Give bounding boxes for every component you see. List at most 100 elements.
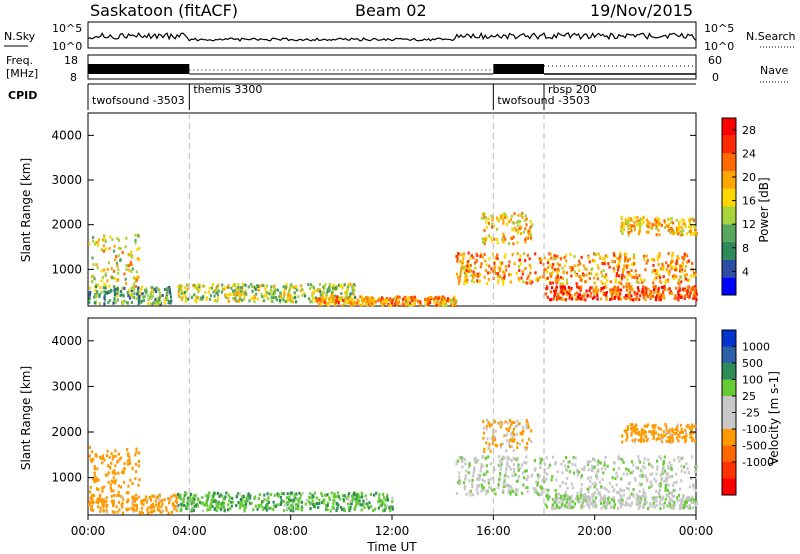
echo-cell: [198, 288, 201, 292]
echo-cell: [681, 431, 685, 434]
echo-cell: [665, 428, 668, 432]
echo-cell: [683, 255, 686, 259]
echo-cell: [313, 503, 316, 506]
echo-cell: [562, 270, 566, 274]
echo-cell: [211, 496, 214, 500]
echo-cell: [534, 252, 537, 256]
echo-cell: [135, 297, 138, 301]
echo-cell: [670, 217, 673, 220]
echo-cell: [658, 233, 661, 237]
echo-cell: [249, 494, 252, 498]
echo-cell: [621, 503, 624, 506]
echo-cell: [243, 505, 246, 509]
echo-cell: [525, 469, 528, 473]
echo-cell: [597, 459, 600, 463]
echo-cell: [103, 235, 106, 239]
echo-cell: [665, 224, 668, 228]
echo-cell: [643, 439, 646, 443]
echo-cell: [608, 501, 611, 505]
echo-cell: [655, 296, 658, 299]
echo-cell: [113, 269, 116, 273]
power-colorbar-label: Power [dB]: [757, 177, 771, 242]
echo-cell: [549, 272, 552, 276]
echo-cell: [221, 503, 225, 507]
velocity-echoes: [88, 418, 699, 515]
echo-cell: [626, 223, 630, 227]
echo-cell: [100, 279, 103, 283]
echo-cell: [305, 498, 308, 502]
echo-cell: [301, 293, 304, 297]
echo-cell: [126, 301, 129, 305]
echo-cell: [134, 462, 137, 466]
echo-cell: [683, 252, 686, 256]
echo-cell: [180, 497, 183, 501]
echo-cell: [386, 493, 389, 497]
echo-cell: [244, 502, 247, 506]
echo-cell: [522, 483, 525, 487]
echo-cell: [310, 496, 313, 500]
echo-cell: [562, 285, 565, 289]
echo-cell: [165, 508, 168, 512]
echo-cell: [331, 290, 334, 294]
echo-cell: [147, 506, 150, 510]
echo-cell: [396, 295, 399, 299]
echo-cell: [210, 501, 213, 505]
colorbar-tick-label: 100: [742, 374, 763, 387]
echo-cell: [565, 278, 569, 282]
colorbar-segment: [722, 462, 736, 479]
echo-cell: [231, 500, 234, 504]
echo-cell: [623, 275, 626, 279]
echo-cell: [413, 302, 416, 306]
echo-cell: [489, 449, 492, 453]
echo-cell: [254, 504, 257, 508]
echo-cell: [684, 269, 687, 273]
echo-cell: [617, 264, 620, 268]
echo-cell: [96, 266, 99, 270]
echo-cell: [583, 292, 586, 296]
echo-cell: [496, 218, 499, 222]
echo-cell: [621, 228, 625, 232]
echo-cell: [691, 506, 695, 510]
echo-cell: [113, 292, 116, 296]
echo-cell: [652, 285, 655, 289]
echo-cell: [96, 497, 99, 501]
echo-cell: [517, 465, 520, 469]
echo-cell: [632, 494, 635, 498]
echo-cell: [108, 284, 111, 288]
echo-cell: [101, 486, 104, 490]
echo-cell: [235, 299, 238, 303]
echo-cell: [524, 259, 527, 263]
echo-cell: [232, 289, 235, 293]
echo-cell: [679, 295, 682, 299]
echo-cell: [673, 458, 676, 462]
echo-cell: [446, 299, 449, 303]
echo-cell: [613, 269, 616, 273]
echo-cell: [481, 464, 484, 468]
echo-cell: [467, 265, 470, 269]
echo-cell: [342, 298, 345, 302]
echo-cell: [648, 225, 651, 229]
echo-cell: [330, 298, 333, 302]
echo-cell: [499, 468, 502, 472]
echo-cell: [606, 255, 609, 259]
echo-cell: [325, 295, 328, 299]
echo-cell: [357, 300, 360, 304]
echo-cell: [494, 429, 498, 433]
y-tick-label: 2000: [51, 425, 82, 439]
echo-cell: [258, 284, 261, 288]
echo-cell: [555, 493, 558, 496]
echo-cell: [285, 496, 289, 500]
echo-cell: [650, 292, 653, 296]
echo-cell: [119, 259, 122, 262]
echo-cell: [573, 270, 576, 274]
echo-cell: [256, 284, 259, 288]
echo-cell: [603, 498, 607, 502]
echo-cell: [628, 495, 632, 499]
echo-cell: [488, 264, 491, 268]
echo-cell: [114, 300, 117, 304]
echo-cell: [183, 286, 186, 290]
echo-cell: [529, 281, 532, 285]
echo-cell: [684, 223, 687, 227]
echo-cell: [291, 284, 294, 288]
echo-cell: [357, 494, 360, 498]
